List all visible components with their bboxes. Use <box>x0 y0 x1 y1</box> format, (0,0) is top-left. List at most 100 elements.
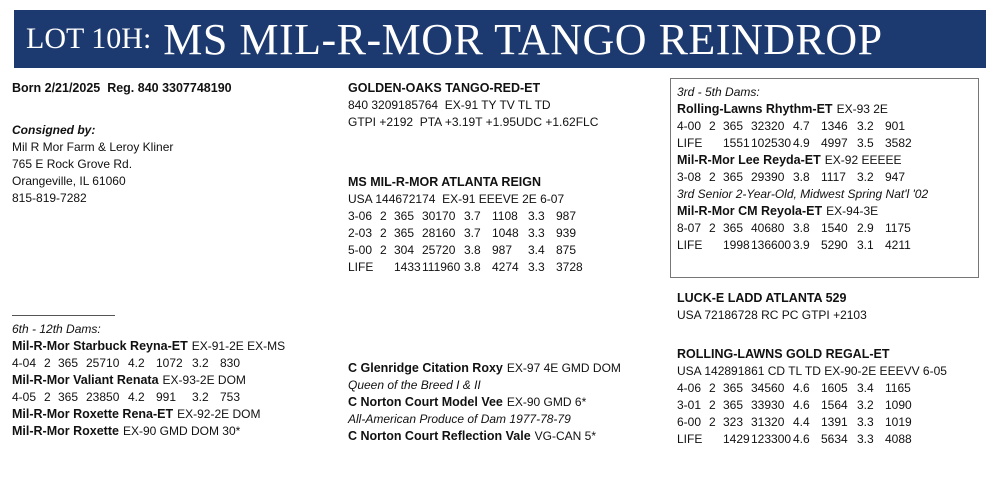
section-heading: 6th - 12th Dams: <box>12 322 101 336</box>
consignor: Consigned by: Mil R Mor Farm & Leroy Klin… <box>12 122 173 207</box>
record-row: LIFE 1429 123300 4.6 5634 3.3 4088 <box>677 431 947 448</box>
record-cell: 3.8 <box>464 260 481 274</box>
entry-name: Mil-R-Mor Roxette Rena-ET <box>12 407 174 421</box>
record-cell: 4.2 <box>128 356 145 370</box>
entry-name-line: ROLLING-LAWNS GOLD REGAL-ET <box>677 346 947 363</box>
entry-name: Mil-R-Mor Starbuck Reyna-ET <box>12 339 188 353</box>
record-cell: 1564 <box>821 398 848 412</box>
record-cell: 1165 <box>885 381 911 395</box>
record-cell: 31320 <box>751 415 785 429</box>
record-cell: 3.7 <box>464 209 481 223</box>
record-cell: 1433 <box>394 260 421 274</box>
record-cell: 4.7 <box>793 119 810 133</box>
record-cell: 4088 <box>885 432 912 446</box>
record-cell: 3.2 <box>857 119 874 133</box>
record-row: 3-06 2 365 30170 3.7 1108 3.3 987 <box>348 208 588 225</box>
record-cell: 40680 <box>751 221 785 235</box>
record-cell: 4.2 <box>128 390 145 404</box>
record-cell: 4.4 <box>793 415 810 429</box>
ancestors: C Glenridge Citation Roxy EX-97 4E GMD DO… <box>348 360 621 445</box>
record-cell: 365 <box>723 170 744 184</box>
record-cell: 987 <box>492 243 513 257</box>
record-cell: 3.8 <box>464 243 481 257</box>
record-cell: 3.7 <box>464 226 481 240</box>
dam: MS MIL-R-MOR ATLANTA REIGN USA 144672174 … <box>348 174 588 276</box>
record-cell: 34560 <box>751 381 785 395</box>
entry-classification: EX-90 GMD DOM 30* <box>122 424 241 438</box>
record-cell: 2 <box>709 119 716 133</box>
record-cell: 136600 <box>751 238 792 252</box>
separator <box>12 315 115 316</box>
entry-name: GOLDEN-OAKS TANGO-RED-ET <box>348 81 541 95</box>
entry-name: Mil-R-Mor Valiant Renata <box>12 373 159 387</box>
record-cell: 2 <box>709 381 716 395</box>
record-cell: 947 <box>885 170 906 184</box>
record-cell: 4211 <box>885 238 911 252</box>
record-cell: 3582 <box>885 136 912 150</box>
record-cell: 1117 <box>821 170 846 184</box>
record-cell: 2 <box>709 221 716 235</box>
detail-line: 765 E Rock Grove Rd. <box>12 157 133 171</box>
entry-name-line: Mil-R-Mor Starbuck Reyna-ET EX-91-2E EX-M… <box>12 338 285 355</box>
record-cell: 4274 <box>492 260 519 274</box>
record-cell: 2 <box>380 226 387 240</box>
record-cell: 5290 <box>821 238 848 252</box>
entry-classification: EX-90 GMD 6* <box>506 395 587 409</box>
record-cell: 1391 <box>821 415 848 429</box>
record-cell: 3.8 <box>793 170 810 184</box>
entry-classification: EX-91-2E EX-MS <box>191 339 286 353</box>
record-cell: 4.6 <box>793 432 810 446</box>
dams-3-5: 3rd - 5th Dams: Rolling-Lawns Rhythm-ET EX… <box>677 84 928 254</box>
dams-6-12: 6th - 12th Dams: Mil-R-Mor Starbuck Reyna… <box>12 321 285 440</box>
section-heading: Consigned by: <box>12 123 96 137</box>
entry-note: 3rd Senior 2-Year-Old, Midwest Spring Na… <box>677 187 929 201</box>
record-cell: 365 <box>723 119 744 133</box>
record-cell: 3.3 <box>528 209 545 223</box>
record-cell: 3-08 <box>677 170 702 184</box>
dams-box <box>670 78 979 278</box>
record-cell: 3.3 <box>857 432 874 446</box>
record-cell: 3.2 <box>857 398 874 412</box>
detail-line: GTPI +2192 PTA +3.19T +1.95UDC +1.62FLC <box>348 115 599 129</box>
record-cell: 753 <box>220 390 241 404</box>
record-cell: 1605 <box>821 381 848 395</box>
record-cell: 2 <box>709 415 716 429</box>
record-cell: LIFE <box>677 136 703 150</box>
record-cell: LIFE <box>348 260 374 274</box>
entry-name: Rolling-Lawns Rhythm-ET <box>677 102 833 116</box>
entry-note: All-American Produce of Dam 1977-78-79 <box>348 412 571 426</box>
record-cell: 875 <box>556 243 577 257</box>
record-cell: LIFE <box>677 432 703 446</box>
record-cell: 1019 <box>885 415 912 429</box>
record-cell: 939 <box>556 226 577 240</box>
record-cell: 1551 <box>723 136 750 150</box>
record-cell: 111960 <box>422 260 461 274</box>
record-cell: 4-05 <box>12 390 37 404</box>
record-cell: 3.3 <box>528 260 545 274</box>
record-row: 8-07 2 365 40680 3.8 1540 2.9 1175 <box>677 220 928 237</box>
record-cell: 1998 <box>723 238 750 252</box>
detail-line: USA 142891861 CD TL TD EX-90-2E EEEVV 6-… <box>677 364 947 378</box>
record-row: 4-06 2 365 34560 4.6 1605 3.4 1165 <box>677 380 947 397</box>
record-cell: 2 <box>380 209 387 223</box>
entry-classification: EX-92 EEEEE <box>824 153 902 167</box>
record-cell: 32320 <box>751 119 785 133</box>
entry-name: Mil-R-Mor Roxette <box>12 424 119 438</box>
entry-name: MS MIL-R-MOR ATLANTA REIGN <box>348 175 542 189</box>
record-cell: 1346 <box>821 119 848 133</box>
record-cell: 365 <box>394 226 415 240</box>
record-cell: 1429 <box>723 432 750 446</box>
record-cell: 25720 <box>422 243 456 257</box>
record-cell: 3-01 <box>677 398 702 412</box>
detail-line: 840 3209185764 EX-91 TY TV TL TD <box>348 98 551 112</box>
record-cell: 23850 <box>86 390 120 404</box>
record-cell: 123300 <box>751 432 792 446</box>
detail-line: 815-819-7282 <box>12 191 87 205</box>
record-cell: 4-00 <box>677 119 702 133</box>
record-row: 5-00 2 304 25720 3.8 987 3.4 875 <box>348 242 588 259</box>
entry-name-line: Born 2/21/2025 Reg. 840 3307748190 <box>12 80 232 97</box>
record-row: 4-05 2 365 23850 4.2 991 3.2 753 <box>12 389 285 406</box>
record-cell: 25710 <box>86 356 120 370</box>
record-cell: 6-00 <box>677 415 702 429</box>
record-cell: 1048 <box>492 226 519 240</box>
